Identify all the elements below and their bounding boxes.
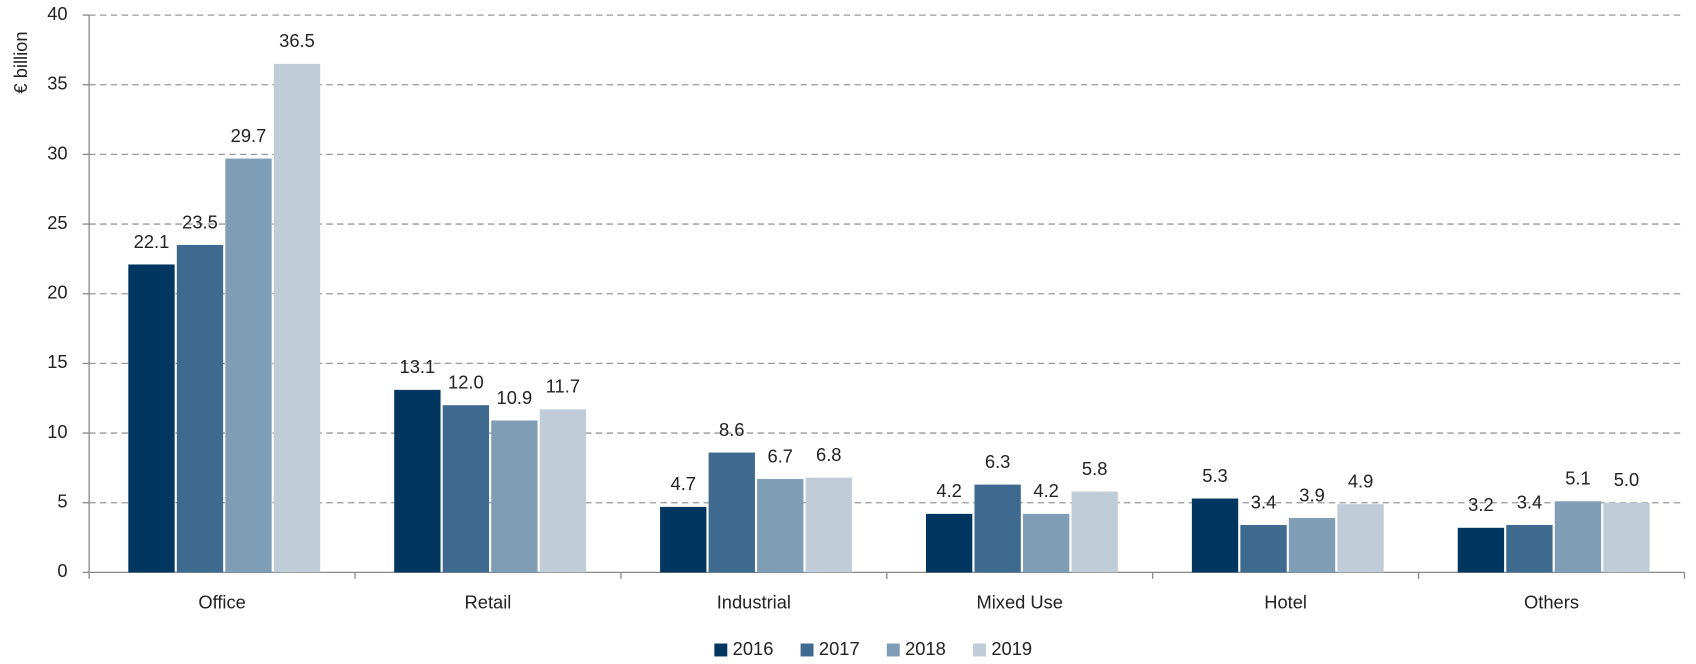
bar bbox=[1071, 491, 1118, 573]
legend-swatch bbox=[800, 643, 814, 657]
data-label: 5.0 bbox=[1614, 469, 1639, 490]
data-label: 6.8 bbox=[816, 444, 841, 465]
bar bbox=[491, 420, 538, 573]
bar bbox=[708, 452, 755, 573]
data-label: 6.3 bbox=[985, 451, 1010, 472]
data-label: 3.4 bbox=[1517, 491, 1542, 512]
y-tick-label: 25 bbox=[47, 212, 67, 233]
data-label: 23.5 bbox=[182, 211, 218, 232]
y-tick-label: 10 bbox=[47, 421, 67, 442]
legend-label: 2017 bbox=[819, 638, 860, 659]
bar bbox=[974, 484, 1021, 573]
bar bbox=[1457, 527, 1505, 573]
data-label: 10.9 bbox=[497, 387, 533, 408]
bar bbox=[176, 244, 224, 573]
data-label: 5.3 bbox=[1202, 465, 1227, 486]
x-tick-label: Hotel bbox=[1264, 591, 1307, 612]
x-tick-label: Retail bbox=[465, 591, 512, 612]
x-tick-label: Mixed Use bbox=[976, 591, 1063, 612]
data-label: 22.1 bbox=[134, 231, 170, 252]
y-tick-label: 30 bbox=[47, 142, 67, 163]
data-label: 5.1 bbox=[1565, 468, 1590, 489]
legend-label: 2018 bbox=[905, 638, 946, 659]
y-tick-label: 35 bbox=[47, 73, 67, 94]
bar bbox=[394, 389, 441, 573]
legend-label: 2016 bbox=[733, 638, 774, 659]
bar bbox=[1337, 504, 1384, 573]
data-label: 12.0 bbox=[448, 371, 484, 392]
y-tick-label: 20 bbox=[47, 282, 67, 303]
bar bbox=[925, 513, 973, 573]
data-label: 29.7 bbox=[231, 125, 267, 146]
data-label: 3.2 bbox=[1468, 494, 1493, 515]
bar bbox=[1603, 502, 1650, 573]
y-tick-label: 5 bbox=[57, 491, 67, 512]
data-label: 5.8 bbox=[1082, 458, 1107, 479]
bar bbox=[1240, 525, 1287, 573]
bar bbox=[225, 158, 272, 573]
bar bbox=[1191, 498, 1239, 573]
data-label: 13.1 bbox=[400, 356, 436, 377]
bar bbox=[273, 63, 321, 573]
data-label: 4.2 bbox=[936, 480, 961, 501]
data-label: 3.4 bbox=[1251, 491, 1276, 512]
legend-swatch bbox=[886, 643, 900, 657]
bar bbox=[1506, 525, 1553, 573]
bar bbox=[128, 264, 175, 573]
data-label: 4.2 bbox=[1033, 480, 1058, 501]
bar bbox=[539, 409, 587, 573]
legend-swatch bbox=[973, 643, 986, 657]
bar bbox=[660, 506, 707, 573]
data-label: 4.7 bbox=[671, 473, 696, 494]
bar bbox=[1288, 518, 1336, 573]
data-label: 8.6 bbox=[719, 419, 744, 440]
legend-label: 2019 bbox=[991, 638, 1032, 659]
data-label: 11.7 bbox=[546, 376, 580, 397]
y-tick-label: 0 bbox=[57, 560, 67, 581]
bar bbox=[805, 477, 852, 573]
x-tick-label: Others bbox=[1524, 591, 1579, 612]
data-label: 4.9 bbox=[1348, 470, 1373, 491]
bar bbox=[757, 479, 804, 573]
y-tick-label: 40 bbox=[47, 3, 67, 24]
x-tick-label: Industrial bbox=[717, 591, 791, 612]
legend-swatch bbox=[714, 643, 728, 657]
bar bbox=[442, 405, 490, 573]
data-label: 36.5 bbox=[279, 30, 315, 51]
bar bbox=[1022, 513, 1070, 573]
y-axis-label: € billion bbox=[10, 31, 31, 93]
data-label: 6.7 bbox=[768, 445, 793, 466]
data-label: 3.9 bbox=[1299, 484, 1324, 505]
bar bbox=[1554, 501, 1602, 573]
x-tick-label: Office bbox=[198, 591, 246, 612]
y-tick-label: 15 bbox=[47, 351, 67, 372]
